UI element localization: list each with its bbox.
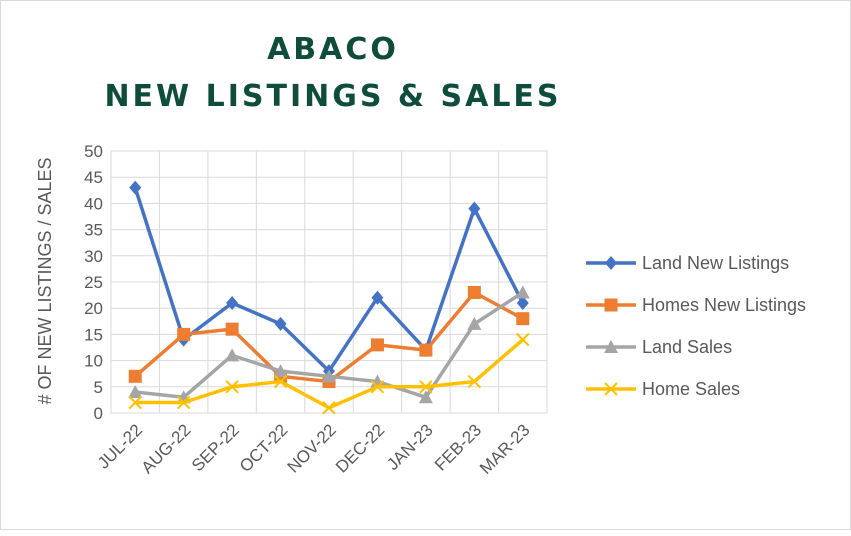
data-point-home-sales	[322, 401, 336, 415]
y-tick-label: 35	[84, 221, 103, 240]
data-point-land-sales	[128, 385, 143, 399]
y-tick-label: 50	[84, 142, 103, 161]
x-tick-label: NOV-22	[284, 420, 340, 476]
y-tick-label: 25	[84, 273, 103, 292]
data-point-home-sales	[176, 395, 191, 410]
data-point-home-sales	[516, 332, 530, 347]
data-point-homes-new-listings	[128, 369, 142, 383]
x-marker-stroke	[516, 332, 530, 347]
x-marker-stroke	[176, 395, 191, 410]
legend-marker	[604, 382, 618, 396]
x-tick-label: JAN-23	[383, 420, 437, 474]
data-point-homes-new-listings	[467, 285, 481, 299]
y-tick-label: 45	[84, 168, 103, 187]
y-tick-label: 0	[94, 404, 103, 423]
data-point-home-sales	[467, 374, 482, 389]
chart-title-line-1: ABACO	[267, 32, 399, 67]
data-point-land-sales	[273, 364, 288, 378]
data-point-land-new-listings	[371, 290, 384, 305]
x-marker-stroke	[604, 382, 618, 396]
legend-label: Land New Listings	[642, 253, 789, 273]
data-point-home-sales	[128, 395, 142, 410]
data-point-home-sales	[419, 380, 433, 394]
data-point-home-sales	[273, 374, 288, 389]
plot-area: 05101520253035404550JUL-22AUG-22SEP-22OC…	[84, 142, 548, 478]
x-marker-stroke	[273, 374, 288, 389]
chart-title-line-2: NEW LISTINGS & SALES	[104, 79, 561, 114]
x-marker-stroke	[322, 401, 336, 415]
x-marker-stroke	[128, 395, 142, 410]
data-point-land-sales	[418, 390, 433, 404]
y-axis-label: # OF NEW LISTINGS / SALES	[35, 157, 55, 404]
y-tick-label: 40	[84, 194, 103, 213]
legend-label: Home Sales	[642, 379, 740, 399]
data-point-land-sales	[515, 285, 530, 299]
legend-item-home-sales: Home Sales	[586, 379, 740, 399]
x-tick-label: MAR-23	[476, 420, 534, 478]
x-marker-stroke	[419, 380, 433, 394]
x-tick-label: SEP-22	[188, 420, 243, 475]
data-point-land-new-listings	[129, 180, 142, 195]
x-tick-label: DEC-22	[332, 420, 388, 476]
legend-label: Land Sales	[642, 337, 732, 357]
y-tick-label: 5	[94, 378, 103, 397]
legend: Land New Listings Homes New Listings Land …	[586, 253, 806, 399]
data-point-land-new-listings	[516, 295, 529, 310]
x-tick-label: AUG-22	[138, 420, 195, 477]
y-tick-label: 10	[84, 352, 103, 371]
y-tick-label: 30	[84, 247, 103, 266]
data-point-homes-new-listings	[419, 343, 433, 357]
x-marker-stroke	[370, 380, 385, 394]
legend-marker	[605, 256, 617, 270]
data-point-homes-new-listings	[516, 312, 530, 326]
data-point-land-new-listings	[226, 295, 239, 310]
data-point-land-new-listings	[468, 201, 481, 216]
y-tick-label: 20	[84, 299, 103, 318]
legend-item-land-new-listings: Land New Listings	[586, 253, 789, 273]
data-point-land-sales	[225, 348, 240, 362]
legend-item-land-sales: Land Sales	[586, 337, 732, 357]
data-point-home-sales	[370, 380, 385, 394]
legend-marker	[604, 340, 618, 353]
data-point-homes-new-listings	[370, 338, 384, 352]
x-marker-stroke	[225, 380, 239, 394]
data-point-land-new-listings	[274, 316, 287, 331]
legend-item-homes-new-listings: Homes New Listings	[586, 295, 806, 315]
data-point-land-sales	[322, 369, 336, 383]
data-point-land-sales	[467, 316, 482, 330]
x-tick-label: OCT-22	[236, 420, 292, 476]
data-point-homes-new-listings	[177, 327, 191, 341]
x-marker-stroke	[467, 374, 482, 389]
legend-label: Homes New Listings	[642, 295, 806, 315]
y-tick-label: 15	[84, 325, 103, 344]
data-point-homes-new-listings	[225, 322, 239, 336]
data-point-home-sales	[225, 380, 239, 394]
legend-marker	[604, 298, 618, 312]
